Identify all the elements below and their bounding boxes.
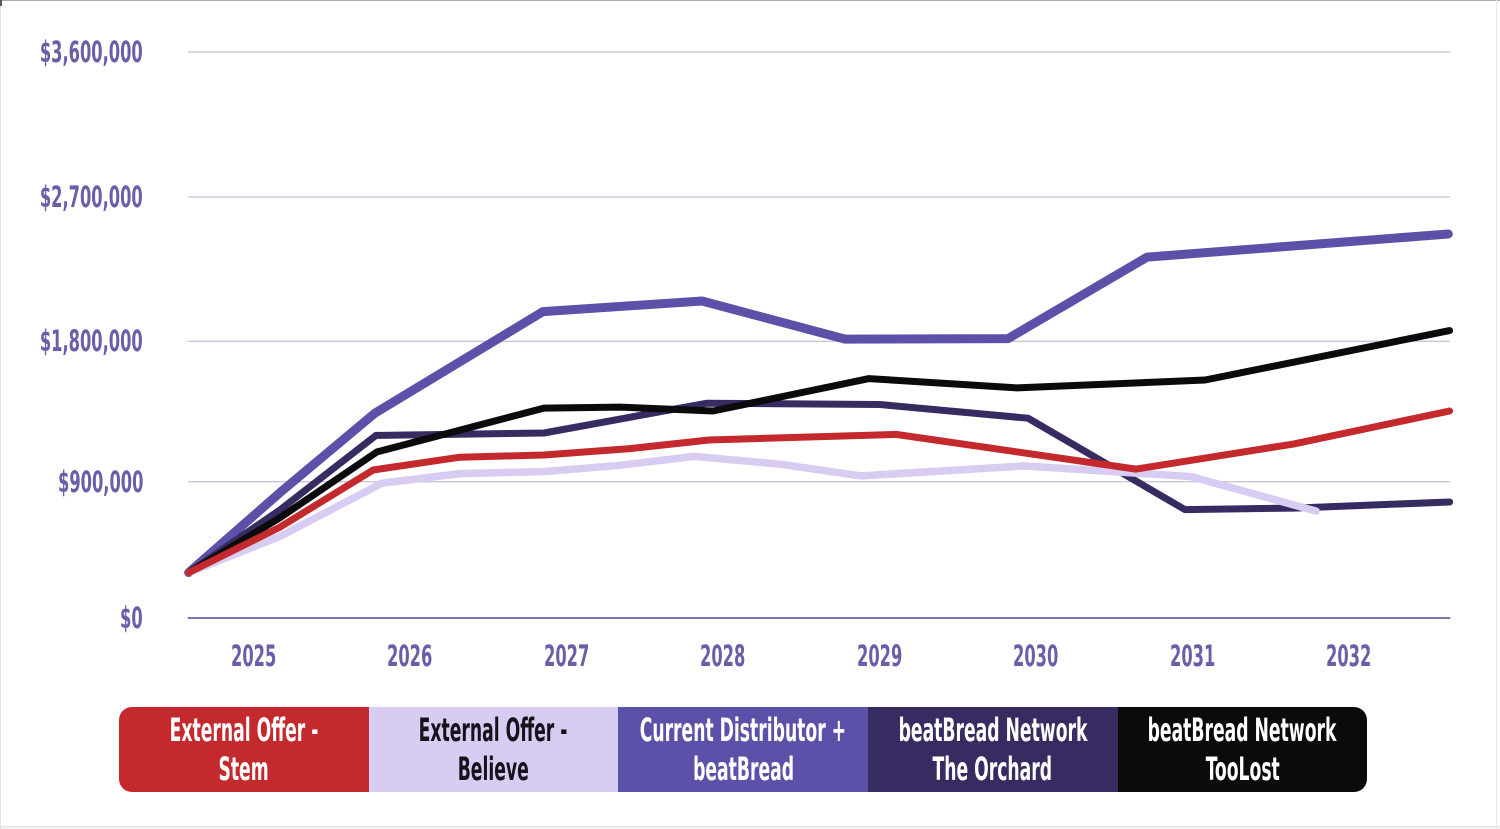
legend-item-toolost: beatBread Network TooLost xyxy=(1117,707,1368,793)
x-axis-label: 2028 xyxy=(700,638,746,673)
series-line-beatbread-network-the-orchard xyxy=(185,399,1454,577)
legend-item-label: Believe xyxy=(457,749,529,788)
y-axis-label: $900,000 xyxy=(57,464,143,499)
legend-item-the-orchard: beatBread Network The Orchard xyxy=(867,707,1118,793)
legend-item-label: The Orchard xyxy=(932,749,1053,788)
series-line-current-distributor-beatbread xyxy=(184,229,1453,578)
x-axis-label: 2029 xyxy=(856,638,902,673)
y-axis-label: $0 xyxy=(120,600,143,635)
legend-item-beatbread: Current Distributor + beatBread xyxy=(618,707,868,793)
x-axis-label: 2027 xyxy=(543,638,590,673)
series-line-external-offer-stem xyxy=(185,407,1454,577)
y-axis-label: $1,800,000 xyxy=(40,324,143,359)
series-line-beatbread-network-toolost xyxy=(185,327,1454,577)
legend-item-label: External Offer - xyxy=(169,710,319,749)
legend-item-label: Stem xyxy=(218,749,269,788)
x-axis-label: 2026 xyxy=(387,638,433,673)
legend-item-label: beatBread Network xyxy=(1147,710,1337,749)
legend-item-stem: External Offer - Stem xyxy=(119,707,369,793)
legend: External Offer - Stem External Offer - Beli… xyxy=(119,707,1368,793)
y-axis-label: $3,600,000 xyxy=(40,35,143,69)
legend-item-label: beatBread Network xyxy=(898,710,1088,749)
x-axis-label: 2031 xyxy=(1169,638,1215,673)
x-axis-label: 2030 xyxy=(1013,638,1059,673)
x-axis-label: 2032 xyxy=(1326,638,1372,673)
legend-item-label: Current Distributor + xyxy=(639,710,847,749)
y-axis-label: $2,700,000 xyxy=(40,179,143,214)
legend-item-label: TooLost xyxy=(1205,749,1280,788)
legend-item-believe: External Offer - Believe xyxy=(368,707,619,793)
x-axis-label: 2025 xyxy=(231,638,277,673)
legend-item-label: External Offer - xyxy=(419,710,568,749)
series-line-external-offer-believe xyxy=(184,452,1320,577)
legend-item-label: beatBread xyxy=(692,749,794,788)
